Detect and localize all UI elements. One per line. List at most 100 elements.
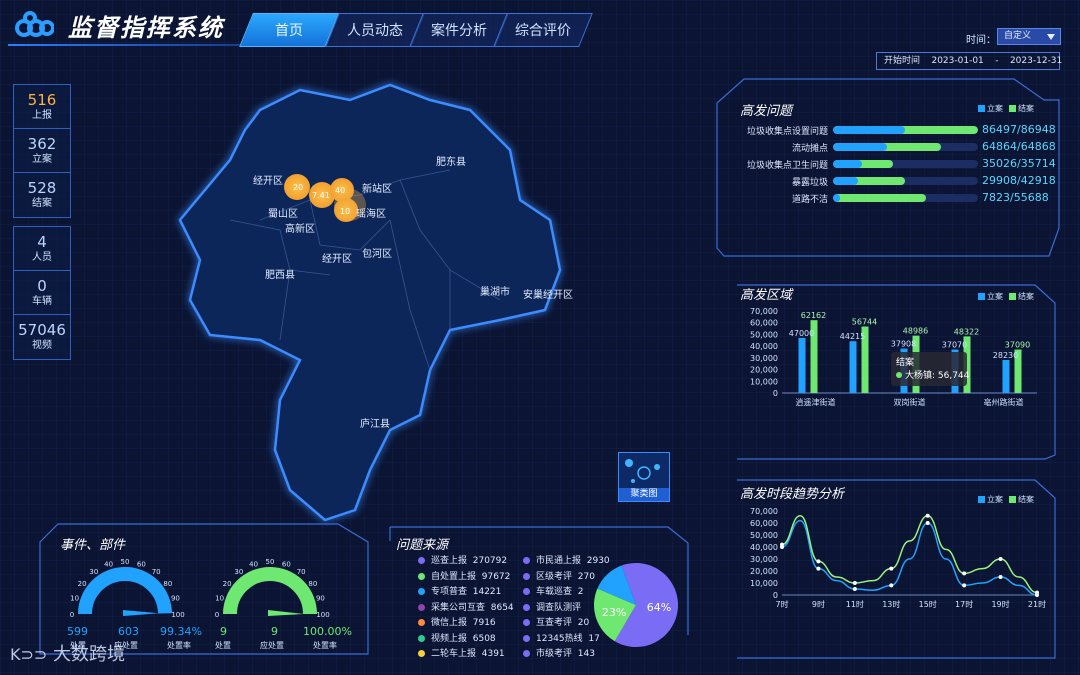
bar-close[interactable] — [861, 326, 869, 393]
source-item[interactable]: 互查考评 20 — [523, 615, 589, 628]
bar-close[interactable] — [963, 336, 971, 393]
source-item[interactable]: 巡查上报 270792 — [418, 553, 507, 566]
stat-videos[interactable]: 57046 视频 — [14, 315, 70, 359]
map-label-xinzhan: 新站区 — [362, 184, 392, 195]
gauge-tick-label: 50 — [266, 558, 275, 566]
trend-point[interactable] — [889, 566, 894, 571]
stat-personnel[interactable]: 4 人员 — [14, 227, 70, 271]
map-label-gaoxin: 高新区 — [285, 224, 315, 235]
trend-point[interactable] — [925, 521, 930, 525]
cluster-map-button[interactable]: 聚类图 — [618, 452, 670, 502]
map-cluster-point[interactable] — [334, 189, 366, 221]
y-tick-label: 30,000 — [750, 354, 778, 363]
source-item[interactable]: 车载巡查 2 — [523, 584, 583, 597]
source-item[interactable]: 专项普查 14221 — [418, 584, 501, 597]
issue-bar-case — [833, 143, 888, 151]
gauge-tick-label: 100 — [316, 611, 329, 619]
source-item[interactable]: 区级考评 270 — [523, 569, 595, 582]
gauge-tick-label: 20 — [223, 580, 232, 588]
chevron-down-icon — [1047, 34, 1055, 40]
time-select[interactable]: 自定义 — [997, 28, 1061, 45]
map-clusters[interactable]: 20 7.41 40 10 — [284, 174, 366, 222]
source-item[interactable]: 微信上报 7916 — [418, 615, 496, 628]
issue-row[interactable]: 流动摊点 64864/64868 — [720, 140, 1060, 154]
region-panel-frame — [737, 284, 1056, 460]
bar-close[interactable] — [810, 320, 818, 393]
source-item[interactable]: 二轮车上报 4391 — [418, 646, 505, 659]
region-legend: 立案 结案 — [978, 291, 1034, 302]
gauges-panel-frame — [39, 523, 369, 655]
stat-value: 57046 — [18, 321, 66, 339]
trend-point[interactable] — [998, 575, 1003, 579]
source-item[interactable]: 市民通上报 2930 — [523, 553, 610, 566]
tab-evaluation[interactable]: 综合评价 — [493, 13, 593, 47]
issue-row[interactable]: 垃圾收集点卫生问题 35026/35714 — [720, 157, 1060, 171]
issues-legend: 立案 结案 — [978, 103, 1034, 114]
trend-series-line[interactable] — [781, 515, 1038, 594]
sources-pie-chart[interactable]: 64% 23% — [586, 555, 686, 655]
gauge-left-handled: 599 — [67, 625, 88, 638]
trend-series-line[interactable] — [781, 519, 1038, 596]
trend-point[interactable] — [852, 587, 857, 591]
date-range-field[interactable]: 开始时间 2023-01-01 - 2023-12-31 — [876, 52, 1062, 70]
source-item[interactable]: 市级考评 143 — [523, 646, 595, 659]
gauge-left-handled-label: 处置 — [70, 641, 86, 650]
issue-bar — [833, 194, 978, 202]
source-name: 互查考评 — [536, 618, 573, 628]
map-label-lujiang: 庐江县 — [360, 419, 390, 430]
bar-case[interactable] — [798, 337, 806, 393]
trend-point[interactable] — [852, 581, 857, 585]
legend-close: 结案 — [1009, 291, 1034, 302]
trend-point[interactable] — [780, 542, 784, 547]
sources-panel-frame — [389, 526, 689, 635]
trend-point[interactable] — [962, 583, 967, 588]
map-cluster-point[interactable] — [309, 182, 335, 208]
map-cluster-point[interactable] — [330, 178, 354, 202]
issue-row[interactable]: 道路不洁 7823/55688 — [720, 191, 1060, 205]
trend-point[interactable] — [889, 583, 894, 588]
source-item[interactable]: 自处置上报 97672 — [418, 569, 510, 582]
stat-reported[interactable]: 516 上报 — [14, 85, 70, 129]
tab-home[interactable]: 首页 — [239, 13, 339, 47]
map-cluster-point[interactable] — [334, 198, 358, 222]
pie-slice[interactable] — [597, 565, 636, 605]
sources-title: 问题来源 — [396, 538, 449, 553]
x-tick-label: 13时 — [882, 599, 900, 609]
trend-point[interactable] — [816, 566, 821, 571]
y-tick-label: 20,000 — [750, 567, 778, 576]
pie-label: 64% — [647, 601, 671, 614]
issue-row[interactable]: 暴露垃圾 29908/42918 — [720, 174, 1060, 188]
map-outline — [178, 83, 562, 522]
region-bar-chart[interactable]: 0 10,000 20,000 30,000 40,000 50,000 60,000 70,… — [740, 305, 1050, 415]
trend-point[interactable] — [962, 571, 967, 576]
issue-bar-close — [833, 194, 926, 202]
pie-slice[interactable] — [614, 563, 678, 647]
trend-line-chart[interactable]: 0 10,000 20,000 30,000 40,000 50,000 60,000 70,… — [740, 505, 1050, 615]
trend-point[interactable] — [998, 557, 1003, 561]
source-item[interactable]: 视频上报 6508 — [418, 631, 496, 644]
trend-point[interactable] — [925, 513, 930, 518]
source-name: 12345热线 — [536, 633, 583, 644]
map-cluster-point[interactable] — [284, 174, 310, 200]
source-value: 4391 — [481, 649, 505, 659]
bar-close[interactable] — [1014, 349, 1022, 393]
source-item[interactable]: 调查队测评 — [523, 600, 587, 613]
stat-filed[interactable]: 362 立案 — [14, 129, 70, 173]
source-dot — [523, 572, 530, 580]
stat-closed[interactable]: 528 结案 — [14, 173, 70, 217]
source-item[interactable]: 采集公司互查 8654 — [418, 600, 514, 613]
trend-point[interactable] — [1035, 590, 1039, 595]
issue-bar-case — [833, 177, 858, 185]
date-start: 2023-01-01 — [931, 56, 984, 66]
bar-case[interactable] — [1002, 359, 1010, 393]
pie-slice[interactable] — [594, 588, 636, 642]
stat-vehicles[interactable]: 0 车辆 — [14, 271, 70, 315]
bar-case[interactable] — [849, 341, 857, 393]
district-map[interactable]: 20 7.41 40 10 — [150, 70, 570, 530]
y-tick-label: 40,000 — [750, 342, 778, 351]
trend-point[interactable] — [816, 559, 821, 564]
bar-label-close: 37090 — [1005, 341, 1030, 350]
source-item[interactable]: 12345热线 17 — [523, 631, 600, 644]
issue-row[interactable]: 垃圾收集点设置问题 86497/86948 — [720, 123, 1060, 137]
